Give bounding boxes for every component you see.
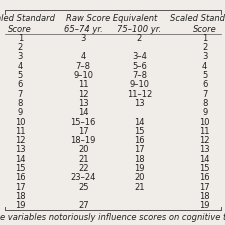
- Text: 19: 19: [15, 201, 25, 210]
- Text: 1: 1: [18, 34, 23, 43]
- Text: 7: 7: [202, 90, 207, 99]
- Text: 27: 27: [78, 201, 89, 210]
- Text: 13: 13: [134, 99, 145, 108]
- Text: 9–10: 9–10: [130, 80, 149, 89]
- Text: 9–10: 9–10: [73, 71, 93, 80]
- Text: 19: 19: [134, 164, 145, 173]
- Text: 5–6: 5–6: [132, 62, 147, 71]
- Text: 12: 12: [200, 136, 210, 145]
- Text: 14: 14: [200, 155, 210, 164]
- Text: 17: 17: [134, 145, 145, 154]
- Text: 13: 13: [199, 145, 210, 154]
- Text: 4: 4: [81, 52, 86, 61]
- Text: 6: 6: [202, 80, 207, 89]
- Text: Raw Score Equivalent: Raw Score Equivalent: [66, 14, 157, 23]
- Text: 8: 8: [18, 99, 23, 108]
- Text: 12: 12: [78, 90, 88, 99]
- Text: 9: 9: [18, 108, 23, 117]
- Text: 15: 15: [134, 127, 145, 136]
- Text: 8: 8: [202, 99, 207, 108]
- Text: 18: 18: [15, 192, 26, 201]
- Text: 2: 2: [137, 34, 142, 43]
- Text: 2: 2: [18, 43, 23, 52]
- Text: 7–8: 7–8: [132, 71, 147, 80]
- Text: 4: 4: [202, 62, 207, 71]
- Text: e variables notoriously influence scores on cognitive te: e variables notoriously influence scores…: [0, 213, 225, 222]
- Text: 9: 9: [202, 108, 207, 117]
- Text: 16: 16: [134, 136, 145, 145]
- Text: 6: 6: [18, 80, 23, 89]
- Text: Score: Score: [8, 25, 32, 34]
- Text: 21: 21: [134, 183, 145, 192]
- Text: 4: 4: [18, 62, 23, 71]
- Text: 10: 10: [200, 117, 210, 126]
- Text: 17: 17: [199, 183, 210, 192]
- Text: 20: 20: [134, 173, 145, 182]
- Text: Score: Score: [193, 25, 217, 34]
- Text: 15: 15: [15, 164, 25, 173]
- Text: 21: 21: [78, 155, 88, 164]
- Text: Scaled Standard: Scaled Standard: [170, 14, 225, 23]
- Text: 3: 3: [18, 52, 23, 61]
- Text: 22: 22: [78, 164, 88, 173]
- Text: 15–16: 15–16: [71, 117, 96, 126]
- Text: 14: 14: [134, 117, 145, 126]
- Text: 3: 3: [202, 52, 207, 61]
- Text: 17: 17: [15, 183, 26, 192]
- Text: 11: 11: [15, 127, 25, 136]
- Text: 23–24: 23–24: [71, 173, 96, 182]
- Text: 12: 12: [15, 136, 25, 145]
- Text: 15: 15: [200, 164, 210, 173]
- Text: 18: 18: [134, 155, 145, 164]
- Text: 20: 20: [78, 145, 88, 154]
- Text: 65–74 yr.: 65–74 yr.: [64, 25, 103, 34]
- Text: 18: 18: [199, 192, 210, 201]
- Text: 7–8: 7–8: [76, 62, 91, 71]
- Text: 13: 13: [15, 145, 26, 154]
- Text: 25: 25: [78, 183, 88, 192]
- Text: 17: 17: [78, 127, 89, 136]
- Text: 11: 11: [78, 80, 88, 89]
- Text: Scaled Standard: Scaled Standard: [0, 14, 55, 23]
- Text: 18–19: 18–19: [71, 136, 96, 145]
- Text: 2: 2: [202, 43, 207, 52]
- Text: 13: 13: [78, 99, 89, 108]
- Text: 11: 11: [200, 127, 210, 136]
- Text: 3: 3: [81, 34, 86, 43]
- Text: 75–100 yr.: 75–100 yr.: [117, 25, 162, 34]
- Text: 5: 5: [202, 71, 207, 80]
- Text: 3–4: 3–4: [132, 52, 147, 61]
- Text: 16: 16: [199, 173, 210, 182]
- Text: 7: 7: [18, 90, 23, 99]
- Text: 1: 1: [202, 34, 207, 43]
- Text: 14: 14: [15, 155, 25, 164]
- Text: 5: 5: [18, 71, 23, 80]
- Text: 10: 10: [15, 117, 25, 126]
- Text: 19: 19: [200, 201, 210, 210]
- Text: 11–12: 11–12: [127, 90, 152, 99]
- Text: 14: 14: [78, 108, 88, 117]
- Text: 16: 16: [15, 173, 26, 182]
